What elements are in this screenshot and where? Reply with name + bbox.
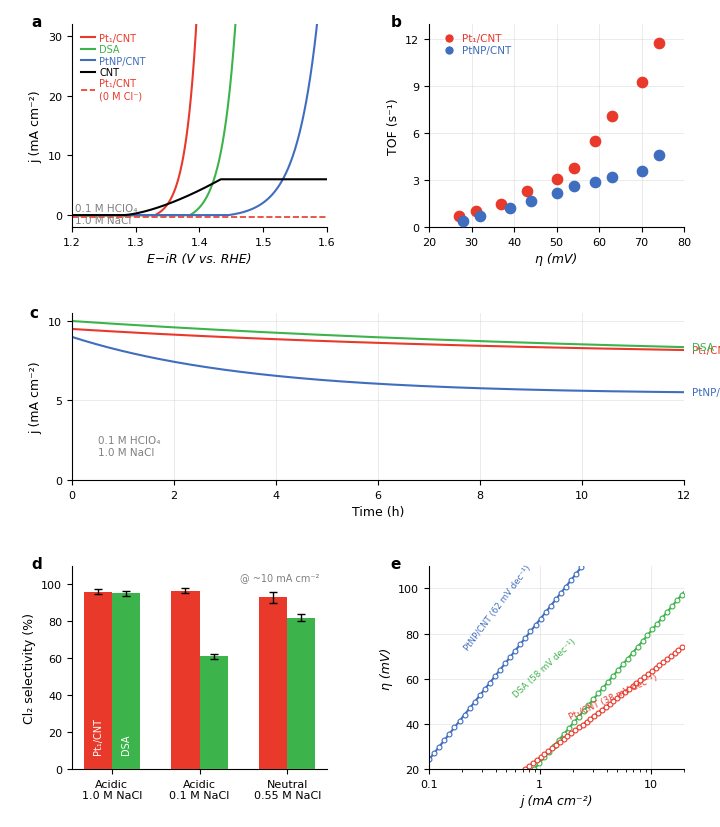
Point [526, 194, 537, 208]
Point [653, 150, 665, 163]
Bar [287, 618, 315, 769]
Point [653, 37, 665, 50]
Text: c: c [29, 305, 38, 320]
Point [551, 173, 562, 186]
Text: DSA: DSA [121, 734, 131, 754]
X-axis label: Time (h): Time (h) [352, 505, 404, 519]
Point [606, 171, 618, 184]
Point [589, 136, 600, 149]
Point [636, 76, 647, 89]
Y-axis label: j (mA cm⁻²): j (mA cm⁻²) [30, 90, 42, 163]
Text: e: e [391, 556, 401, 571]
X-axis label: E−iR (V vs. RHE): E−iR (V vs. RHE) [148, 253, 252, 266]
Text: Pt₁/CNT: Pt₁/CNT [692, 346, 720, 356]
Legend: Pt₁/CNT, DSA, PtNP/CNT, CNT, Pt₁/CNT
(0 M Cl⁻): Pt₁/CNT, DSA, PtNP/CNT, CNT, Pt₁/CNT (0 … [77, 30, 150, 105]
Point [606, 110, 618, 123]
X-axis label: j (mA cm⁻²): j (mA cm⁻²) [521, 795, 593, 807]
Point [495, 198, 507, 211]
Point [551, 187, 562, 200]
Point [568, 162, 580, 175]
Point [470, 206, 482, 219]
Text: PtNP/CNT (62 mV dec⁻¹): PtNP/CNT (62 mV dec⁻¹) [462, 563, 532, 652]
Text: PtNP/CNT: PtNP/CNT [692, 388, 720, 398]
Text: @ ~10 mA cm⁻²: @ ~10 mA cm⁻² [240, 572, 320, 582]
Point [457, 215, 469, 228]
Y-axis label: η (mV): η (mV) [379, 647, 392, 689]
Point [568, 180, 580, 194]
Y-axis label: j (mA cm⁻²): j (mA cm⁻²) [30, 361, 42, 433]
Point [474, 210, 486, 223]
Bar [84, 592, 112, 769]
Text: 0.1 M HClO₄
1.0 M NaCl: 0.1 M HClO₄ 1.0 M NaCl [97, 436, 160, 457]
Legend: Pt₁/CNT, PtNP/CNT: Pt₁/CNT, PtNP/CNT [434, 30, 516, 60]
X-axis label: η (mV): η (mV) [536, 253, 577, 266]
Text: DSA: DSA [692, 342, 714, 352]
Text: DSA (58 mV dec⁻¹): DSA (58 mV dec⁻¹) [511, 637, 577, 699]
Point [453, 210, 464, 223]
Bar [112, 594, 140, 769]
Bar [259, 597, 287, 769]
Text: b: b [391, 15, 402, 30]
Point [589, 176, 600, 189]
Point [504, 203, 516, 216]
Point [636, 165, 647, 179]
Text: d: d [31, 556, 42, 571]
Text: Pt₁/CNT (38 mV dec⁻¹): Pt₁/CNT (38 mV dec⁻¹) [568, 672, 660, 721]
Text: Pt₁/CNT: Pt₁/CNT [93, 717, 103, 754]
Point [521, 185, 533, 198]
Bar [199, 657, 228, 769]
Y-axis label: TOF (s⁻¹): TOF (s⁻¹) [387, 98, 400, 155]
Text: a: a [31, 15, 42, 30]
Text: 0.1 M HClO₄
1.0 M NaCl: 0.1 M HClO₄ 1.0 M NaCl [75, 204, 138, 226]
Y-axis label: Cl₂ selectivity (%): Cl₂ selectivity (%) [23, 612, 36, 723]
Bar [171, 591, 199, 769]
